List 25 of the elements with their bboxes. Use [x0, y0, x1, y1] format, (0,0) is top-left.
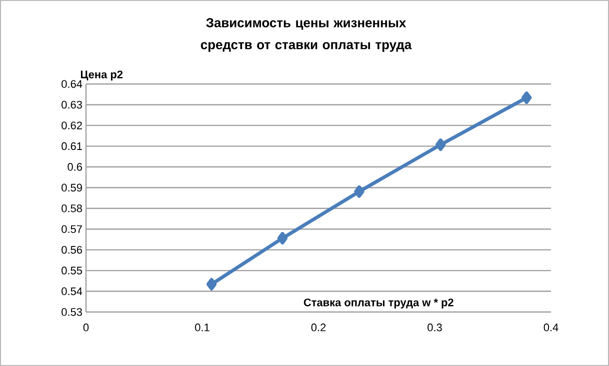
y-tick-label: 0.64	[62, 80, 82, 88]
y-tick-label: 0.57	[62, 225, 82, 233]
y-tick-label: 0.53	[62, 308, 82, 316]
x-axis-title: Ставка оплаты труда w * p2	[304, 298, 454, 308]
y-tick-label: 0.59	[62, 184, 82, 192]
point	[354, 185, 364, 198]
x-tick-label: 0.4	[544, 324, 558, 332]
y-tick-label: 0.61	[62, 142, 82, 150]
y-tick-label: 0.62	[62, 122, 82, 130]
y-tick-label: 0.6	[68, 163, 82, 171]
x-tick-label: 0	[83, 324, 89, 332]
y-tick-label: 0.55	[62, 266, 82, 274]
y-tick-label: 0.63	[62, 100, 82, 109]
y-tick-label: 0.56	[62, 246, 82, 254]
x-tick-label: 0.2	[311, 324, 326, 332]
y-tick-label: 0.54	[62, 287, 82, 296]
y-axis-title: Цена p2	[80, 70, 123, 80]
point	[206, 278, 217, 290]
point	[435, 138, 446, 151]
chart-title: Зависимость цены жизненных средств от ставки оплаты труда	[200, 18, 412, 52]
x-tick-label: 0.1	[195, 324, 210, 332]
x-tick-label: 0.3	[428, 324, 442, 332]
point	[277, 232, 288, 244]
point	[521, 91, 532, 104]
y-tick-label: 0.58	[62, 204, 82, 212]
